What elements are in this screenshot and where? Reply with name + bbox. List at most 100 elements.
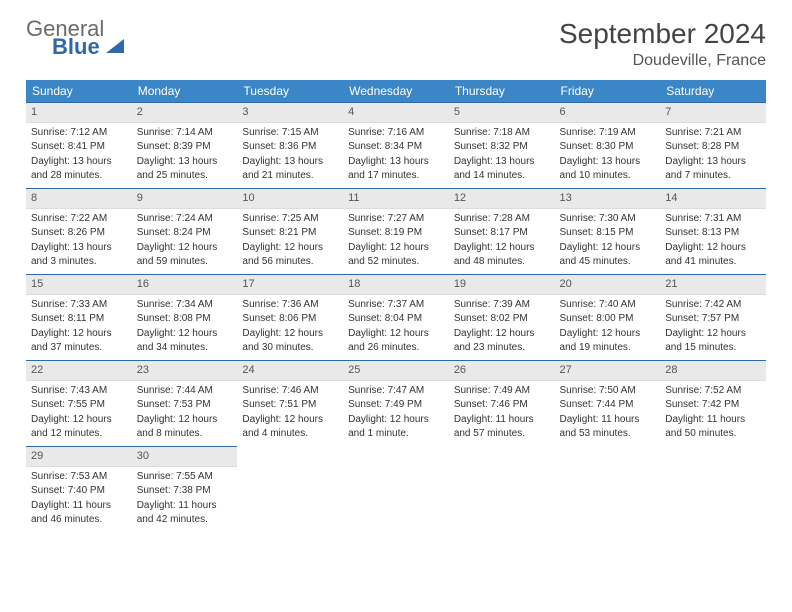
- day-line-ss: Sunset: 7:44 PM: [560, 398, 656, 412]
- day-cell: 12Sunrise: 7:28 AMSunset: 8:17 PMDayligh…: [449, 189, 555, 275]
- day-line-ss: Sunset: 8:39 PM: [137, 140, 233, 154]
- day-line-d1: Daylight: 12 hours: [242, 413, 338, 427]
- day-cell: 5Sunrise: 7:18 AMSunset: 8:32 PMDaylight…: [449, 103, 555, 189]
- day-line-ss: Sunset: 8:15 PM: [560, 226, 656, 240]
- day-body: Sunrise: 7:42 AMSunset: 7:57 PMDaylight:…: [660, 295, 766, 360]
- day-number: 9: [132, 189, 238, 209]
- day-line-sr: Sunrise: 7:36 AM: [242, 298, 338, 312]
- day-line-d1: Daylight: 12 hours: [31, 413, 127, 427]
- day-number: 1: [26, 103, 132, 123]
- weekday-header: Saturday: [660, 80, 766, 103]
- day-number: 7: [660, 103, 766, 123]
- day-cell: [555, 447, 661, 533]
- day-line-d1: Daylight: 13 hours: [242, 155, 338, 169]
- day-line-d1: Daylight: 12 hours: [348, 327, 444, 341]
- day-line-sr: Sunrise: 7:25 AM: [242, 212, 338, 226]
- day-line-d2: and 42 minutes.: [137, 513, 233, 527]
- day-line-ss: Sunset: 8:17 PM: [454, 226, 550, 240]
- day-line-d2: and 50 minutes.: [665, 427, 761, 441]
- day-cell: 7Sunrise: 7:21 AMSunset: 8:28 PMDaylight…: [660, 103, 766, 189]
- day-line-sr: Sunrise: 7:40 AM: [560, 298, 656, 312]
- day-line-d2: and 57 minutes.: [454, 427, 550, 441]
- day-cell: 3 Sunrise: 7:15 AMSunset: 8:36 PMDaylight…: [237, 103, 343, 189]
- day-body: Sunrise: 7:46 AMSunset: 7:51 PMDaylight:…: [237, 381, 343, 446]
- day-line-d2: and 15 minutes.: [665, 341, 761, 355]
- day-body: Sunrise: 7:50 AMSunset: 7:44 PMDaylight:…: [555, 381, 661, 446]
- day-line-d2: and 45 minutes.: [560, 255, 656, 269]
- day-cell: 22Sunrise: 7:43 AMSunset: 7:55 PMDayligh…: [26, 361, 132, 447]
- day-line-d1: Daylight: 13 hours: [560, 155, 656, 169]
- calendar-table: Sunday Monday Tuesday Wednesday Thursday…: [26, 80, 766, 533]
- day-line-ss: Sunset: 8:36 PM: [242, 140, 338, 154]
- day-line-ss: Sunset: 8:00 PM: [560, 312, 656, 326]
- day-line-ss: Sunset: 8:02 PM: [454, 312, 550, 326]
- day-line-d2: and 28 minutes.: [31, 169, 127, 183]
- day-body: Sunrise: 7:14 AMSunset: 8:39 PMDaylight:…: [132, 123, 238, 188]
- day-line-d2: and 46 minutes.: [31, 513, 127, 527]
- day-cell: 25Sunrise: 7:47 AMSunset: 7:49 PMDayligh…: [343, 361, 449, 447]
- title-block: September 2024 Doudeville, France: [559, 18, 766, 70]
- day-line-sr: Sunrise: 7:15 AM: [242, 126, 338, 140]
- day-line-d1: Daylight: 11 hours: [137, 499, 233, 513]
- day-line-d2: and 21 minutes.: [242, 169, 338, 183]
- day-cell: 27Sunrise: 7:50 AMSunset: 7:44 PMDayligh…: [555, 361, 661, 447]
- day-number: 11: [343, 189, 449, 209]
- day-cell: 6Sunrise: 7:19 AMSunset: 8:30 PMDaylight…: [555, 103, 661, 189]
- day-line-d1: Daylight: 13 hours: [31, 155, 127, 169]
- day-line-sr: Sunrise: 7:14 AM: [137, 126, 233, 140]
- day-line-ss: Sunset: 7:40 PM: [31, 484, 127, 498]
- day-body: Sunrise: 7:16 AMSunset: 8:34 PMDaylight:…: [343, 123, 449, 188]
- day-line-sr: Sunrise: 7:55 AM: [137, 470, 233, 484]
- day-line-ss: Sunset: 7:42 PM: [665, 398, 761, 412]
- day-line-d1: Daylight: 12 hours: [137, 413, 233, 427]
- day-number: 17: [237, 275, 343, 295]
- day-line-d1: Daylight: 12 hours: [454, 327, 550, 341]
- day-number: 26: [449, 361, 555, 381]
- day-line-ss: Sunset: 8:19 PM: [348, 226, 444, 240]
- day-cell: 29Sunrise: 7:53 AMSunset: 7:40 PMDayligh…: [26, 447, 132, 533]
- day-line-ss: Sunset: 8:34 PM: [348, 140, 444, 154]
- day-line-sr: Sunrise: 7:34 AM: [137, 298, 233, 312]
- day-body: Sunrise: 7:55 AMSunset: 7:38 PMDaylight:…: [132, 467, 238, 532]
- day-body: Sunrise: 7:31 AMSunset: 8:13 PMDaylight:…: [660, 209, 766, 274]
- day-line-d1: Daylight: 12 hours: [454, 241, 550, 255]
- day-number: 6: [555, 103, 661, 123]
- day-cell: [449, 447, 555, 533]
- day-cell: 19Sunrise: 7:39 AMSunset: 8:02 PMDayligh…: [449, 275, 555, 361]
- day-line-d2: and 34 minutes.: [137, 341, 233, 355]
- day-number: 30: [132, 447, 238, 467]
- day-cell: 13Sunrise: 7:30 AMSunset: 8:15 PMDayligh…: [555, 189, 661, 275]
- header: General Blue September 2024 Doudeville, …: [26, 18, 766, 70]
- day-body: Sunrise: 7:33 AMSunset: 8:11 PMDaylight:…: [26, 295, 132, 360]
- week-row: 15Sunrise: 7:33 AMSunset: 8:11 PMDayligh…: [26, 275, 766, 361]
- day-number: 8: [26, 189, 132, 209]
- day-line-d1: Daylight: 12 hours: [242, 327, 338, 341]
- day-line-sr: Sunrise: 7:42 AM: [665, 298, 761, 312]
- day-number: 28: [660, 361, 766, 381]
- day-number: 27: [555, 361, 661, 381]
- day-line-d2: and 26 minutes.: [348, 341, 444, 355]
- weekday-header: Tuesday: [237, 80, 343, 103]
- day-body: Sunrise: 7:49 AMSunset: 7:46 PMDaylight:…: [449, 381, 555, 446]
- day-line-d2: and 1 minute.: [348, 427, 444, 441]
- day-number: 21: [660, 275, 766, 295]
- day-body: Sunrise: 7:34 AMSunset: 8:08 PMDaylight:…: [132, 295, 238, 360]
- day-number: 14: [660, 189, 766, 209]
- day-line-d1: Daylight: 12 hours: [665, 241, 761, 255]
- week-row: 22Sunrise: 7:43 AMSunset: 7:55 PMDayligh…: [26, 361, 766, 447]
- weekday-header: Friday: [555, 80, 661, 103]
- day-line-sr: Sunrise: 7:37 AM: [348, 298, 444, 312]
- day-cell: 17Sunrise: 7:36 AMSunset: 8:06 PMDayligh…: [237, 275, 343, 361]
- day-cell: 18Sunrise: 7:37 AMSunset: 8:04 PMDayligh…: [343, 275, 449, 361]
- day-line-d1: Daylight: 12 hours: [348, 413, 444, 427]
- day-line-d1: Daylight: 12 hours: [665, 327, 761, 341]
- day-line-d2: and 56 minutes.: [242, 255, 338, 269]
- day-body: Sunrise: 7:30 AMSunset: 8:15 PMDaylight:…: [555, 209, 661, 274]
- day-number: 3: [237, 103, 343, 123]
- day-number: 25: [343, 361, 449, 381]
- day-line-d2: and 3 minutes.: [31, 255, 127, 269]
- day-cell: 4Sunrise: 7:16 AMSunset: 8:34 PMDaylight…: [343, 103, 449, 189]
- day-number: 13: [555, 189, 661, 209]
- day-line-d1: Daylight: 12 hours: [137, 327, 233, 341]
- day-body: Sunrise: 7:18 AMSunset: 8:32 PMDaylight:…: [449, 123, 555, 188]
